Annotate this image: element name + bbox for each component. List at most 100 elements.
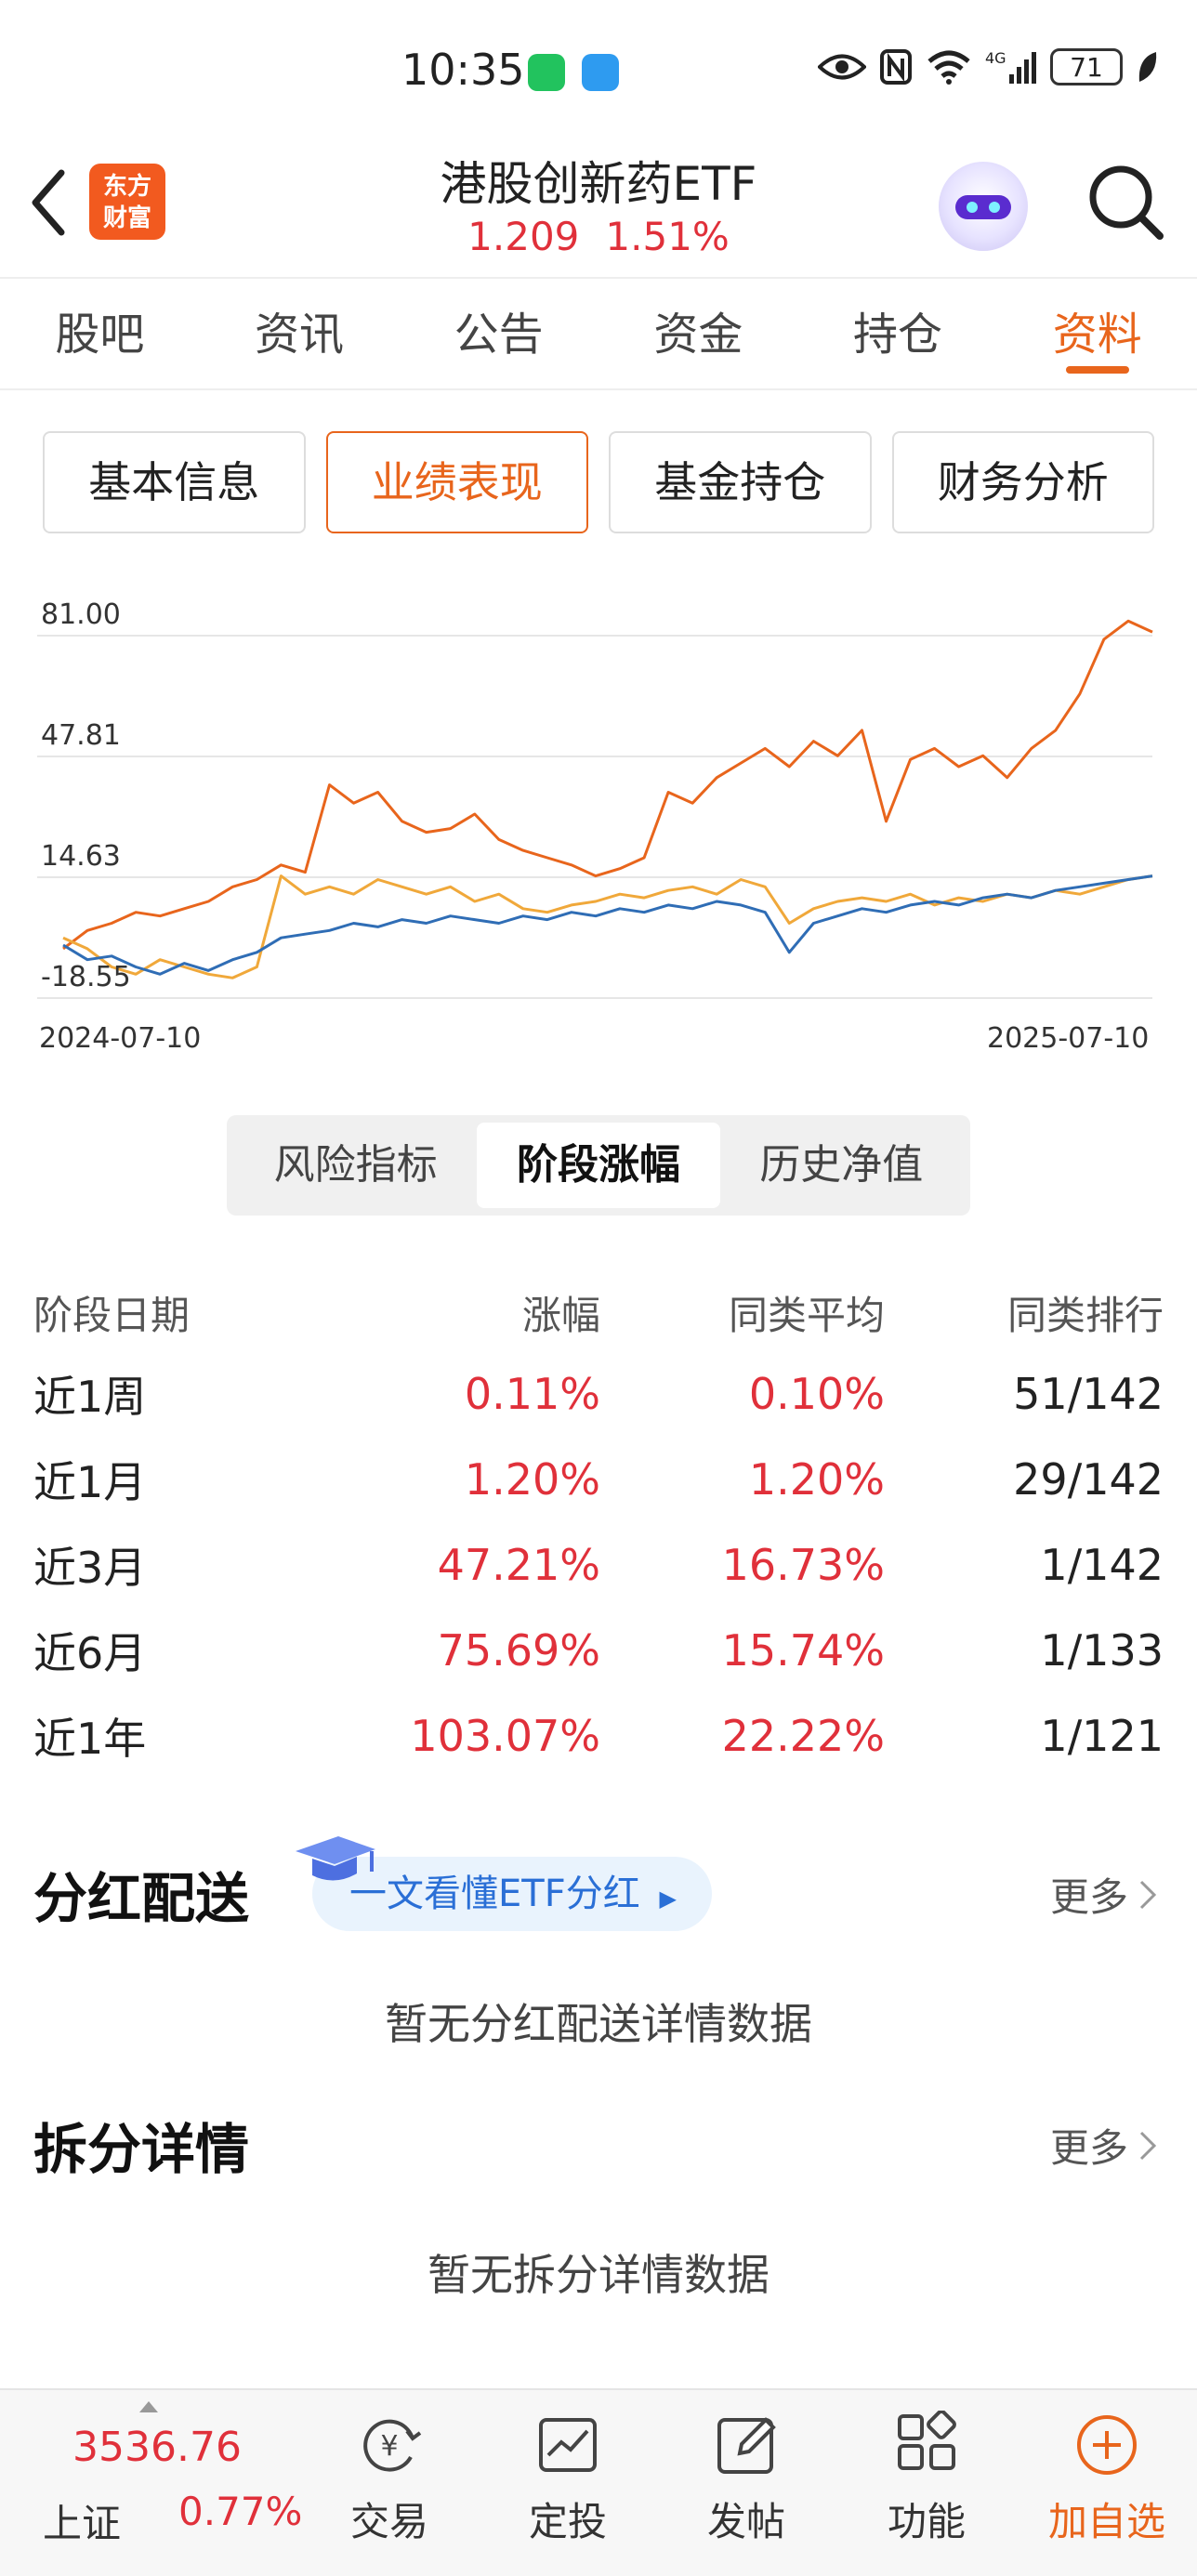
etf-dividend-guide-link[interactable]: 一文看懂ETF分红 ▶: [312, 1857, 712, 1931]
tab-news[interactable]: 资讯: [255, 309, 345, 361]
nav-add-watchlist[interactable]: 加自选: [1046, 2411, 1167, 2547]
table-row: 近6月 75.69% 15.74% 1/133: [33, 1608, 1164, 1693]
performance-chart: 81.00 47.81 14.63 -18.55 2024-07-10 2025-07…: [0, 567, 1197, 1069]
play-triangle-icon: ▶: [659, 1886, 677, 1912]
tab-announcements[interactable]: 公告: [454, 309, 544, 361]
row-return: 1.20%: [464, 1454, 600, 1505]
x-axis-start-label: 2024-07-10: [39, 1022, 202, 1055]
index-change: 0.77%: [178, 2489, 303, 2534]
header-return: 涨幅: [521, 1292, 600, 1338]
nav-auto-invest[interactable]: 定投: [507, 2411, 628, 2547]
more-label: 更多: [1049, 1874, 1128, 1920]
nav-auto-invest-label: 定投: [528, 2499, 607, 2544]
guide-link-label: 一文看懂ETF分红: [349, 1873, 640, 1915]
row-period: 近3月: [33, 1543, 147, 1593]
4g-signal-icon: 4G: [985, 49, 1036, 84]
header-peer-average: 同类平均: [728, 1292, 885, 1338]
row-return: 0.11%: [464, 1369, 600, 1419]
current-price: 1.209: [467, 214, 580, 259]
table-row: 近3月 47.21% 16.73% 1/142: [33, 1522, 1164, 1608]
row-peer-rank: 1/133: [1040, 1625, 1164, 1676]
more-label: 更多: [1049, 2125, 1128, 2171]
segment-period-returns[interactable]: 阶段涨幅: [477, 1123, 720, 1208]
segment-performance[interactable]: 业绩表现: [325, 431, 588, 533]
split-title: 拆分详情: [33, 2118, 250, 2181]
chart-series: [62, 619, 1153, 979]
wechat-icon: [528, 54, 565, 91]
status-bar: 10:35 4G 71: [0, 0, 1197, 139]
chevron-right-icon: [1139, 2131, 1157, 2160]
row-peer-average: 15.74%: [721, 1625, 885, 1676]
y-tick-label: 47.81: [41, 719, 121, 753]
nav-post-label: 发帖: [706, 2499, 785, 2544]
tab-fund-flow[interactable]: 资金: [653, 309, 743, 361]
apps-grid-icon: [898, 2411, 956, 2470]
header: 东方 财富 港股创新药ETF 1.209 1.51%: [0, 139, 1197, 277]
leaf-icon: [1138, 52, 1157, 82]
battery-icon: 71: [1050, 48, 1123, 85]
price-line: 1.209 1.51%: [0, 214, 1197, 259]
dividend-more-link[interactable]: 更多: [1050, 1866, 1158, 1923]
dividend-title: 分红配送: [33, 1867, 250, 1930]
segment-basic-info[interactable]: 基本信息: [43, 431, 306, 533]
nfc-icon: [880, 49, 912, 85]
split-more-link[interactable]: 更多: [1050, 2117, 1158, 2174]
row-return: 103.07%: [410, 1711, 600, 1761]
fund-title: 港股创新药ETF: [440, 157, 757, 211]
index-value: 3536.76: [72, 2424, 242, 2471]
table-header: 阶段日期 涨幅 同类平均 同类排行: [33, 1273, 1164, 1351]
row-peer-average: 22.22%: [721, 1711, 885, 1761]
table-row: 近1月 1.20% 1.20% 29/142: [33, 1437, 1164, 1522]
nav-functions[interactable]: 功能: [866, 2411, 987, 2547]
status-icons: 4G 71: [818, 48, 1160, 85]
segment-risk-metrics[interactable]: 风险指标: [273, 1141, 438, 1189]
nav-trade-label: 交易: [349, 2499, 428, 2544]
bottom-bar: 3536.76 上证 0.77% ¥ 交易 定投 发帖 功能 加自选: [0, 2388, 1197, 2576]
row-peer-rank: 1/142: [1040, 1540, 1164, 1590]
nav-trade[interactable]: ¥ 交易: [329, 2411, 450, 2547]
eye-icon: [818, 54, 866, 80]
graduation-cap-icon: [296, 1836, 375, 1881]
series-line-0: [62, 619, 1153, 951]
row-period: 近1年: [33, 1714, 147, 1764]
header-period: 阶段日期: [33, 1292, 191, 1338]
robot-assistant-icon[interactable]: [939, 162, 1028, 251]
index-name: 上证: [43, 2501, 122, 2546]
row-peer-rank: 51/142: [1013, 1369, 1164, 1419]
message-icon: [582, 54, 619, 91]
chart-trend-icon: [539, 2418, 597, 2472]
nav-add-watchlist-label: 加自选: [1047, 2499, 1165, 2544]
status-time: 10:35: [401, 45, 525, 95]
battery-level: 71: [1070, 51, 1103, 83]
back-arrow-icon[interactable]: [20, 165, 76, 240]
series-line-2: [62, 874, 1153, 976]
row-return: 47.21%: [437, 1540, 600, 1590]
x-axis-end-label: 2025-07-10: [987, 1022, 1150, 1055]
search-icon[interactable]: [1084, 160, 1167, 243]
row-period: 近1月: [33, 1457, 147, 1507]
row-return: 75.69%: [437, 1625, 600, 1676]
main-tabs: 股吧 资讯 公告 资金 持仓 资料: [0, 277, 1197, 390]
nav-post[interactable]: 发帖: [686, 2411, 807, 2547]
svg-text:¥: ¥: [380, 2430, 398, 2463]
row-peer-average: 16.73%: [721, 1540, 885, 1590]
tab-profile[interactable]: 资料: [997, 279, 1197, 388]
tab-holdings[interactable]: 持仓: [853, 309, 943, 361]
app-logo[interactable]: 东方 财富: [89, 164, 165, 240]
header-peer-rank: 同类排行: [1006, 1292, 1164, 1338]
segment-historical-nav[interactable]: 历史净值: [759, 1141, 924, 1189]
segment-financial-analysis[interactable]: 财务分析: [891, 431, 1154, 533]
table-row: 近1年 103.07% 22.22% 1/121: [33, 1693, 1164, 1779]
wifi-icon: [927, 50, 970, 85]
price-change: 1.51%: [605, 214, 730, 259]
chevron-right-icon: [1139, 1880, 1157, 1909]
split-empty-text: 暂无拆分详情数据: [428, 2250, 770, 2300]
series-line-1: [62, 874, 1153, 979]
segment-fund-holdings[interactable]: 基金持仓: [609, 431, 872, 533]
y-tick-label: 14.63: [41, 840, 121, 873]
nav-functions-label: 功能: [887, 2499, 966, 2544]
chart-plot: [37, 619, 1153, 999]
y-tick-label: -18.55: [41, 961, 131, 993]
row-peer-rank: 29/142: [1013, 1454, 1164, 1505]
tab-guba[interactable]: 股吧: [55, 309, 145, 361]
